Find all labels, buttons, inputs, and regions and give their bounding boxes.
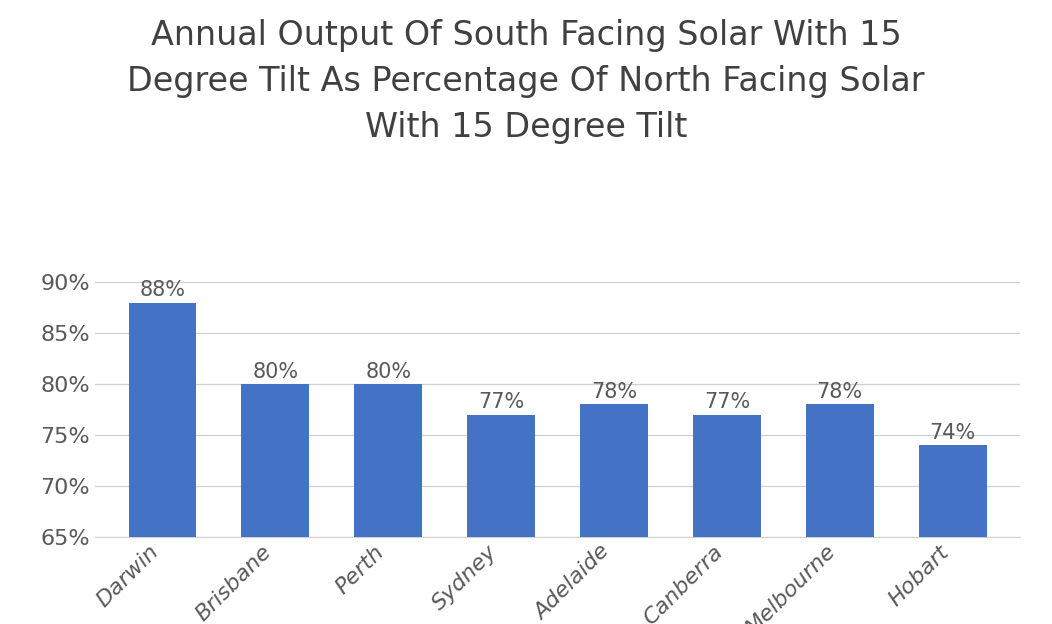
Text: 80%: 80% [252,361,299,381]
Bar [918,445,987,624]
Bar [806,404,873,624]
Text: Annual Output Of South Facing Solar With 15
Degree Tilt As Percentage Of North F: Annual Output Of South Facing Solar With… [127,19,925,144]
Text: 88%: 88% [140,280,185,300]
Text: 78%: 78% [816,382,863,402]
Bar [693,414,761,624]
Bar [580,404,648,624]
Text: 80%: 80% [365,361,411,381]
Text: 78%: 78% [591,382,638,402]
Text: 77%: 77% [478,392,524,412]
Bar [355,384,422,624]
Bar [242,384,309,624]
Text: 74%: 74% [930,422,976,442]
Bar [467,414,535,624]
Text: 77%: 77% [704,392,750,412]
Bar [128,303,197,624]
